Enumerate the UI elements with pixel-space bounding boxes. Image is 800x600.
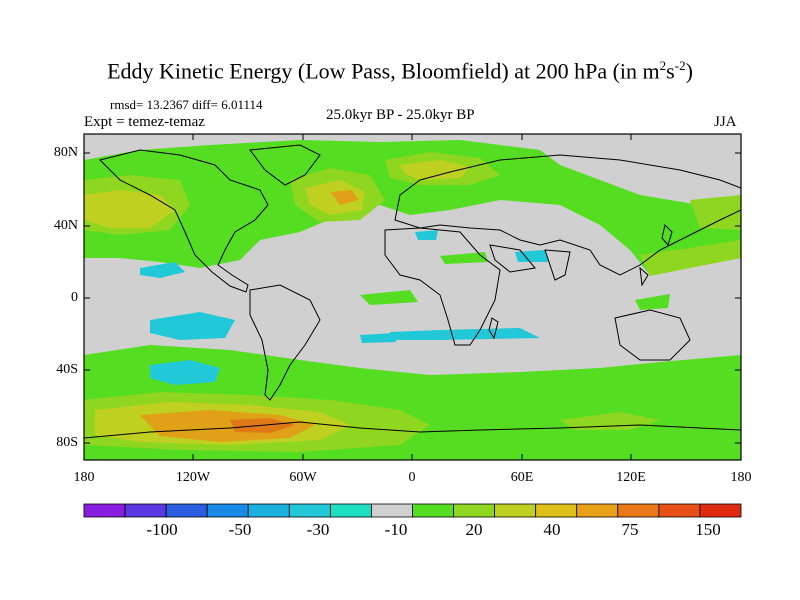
- colorbar-swatch: [617, 503, 660, 518]
- lon-label-180e: 180: [730, 470, 752, 485]
- field-orange-atl: [330, 190, 358, 205]
- colorbar-swatch: [699, 503, 742, 518]
- colorbar-swatch: [535, 503, 578, 518]
- colorbar-swatch: [165, 503, 208, 518]
- lon-label-120e: 120E: [616, 470, 646, 485]
- colorbar-swatch: [288, 503, 331, 518]
- experiment-label: Expt = temez-temaz: [84, 114, 205, 130]
- colorbar-label: -30: [306, 520, 330, 539]
- colorbar-label: 20: [465, 520, 483, 539]
- coastlines: [84, 144, 741, 439]
- colorbar-swatch: [247, 503, 290, 518]
- field-green-trop3: [635, 294, 670, 310]
- field-orange-south: [140, 410, 315, 442]
- lat-label-40n: 40N: [53, 218, 78, 233]
- colorbar-label: -50: [228, 520, 252, 539]
- field-yellow-north: [84, 190, 175, 228]
- colorbar-swatch: [412, 503, 454, 518]
- field-cyan-south4: [360, 333, 396, 343]
- season-label: JJA: [714, 114, 737, 130]
- field-green-north: [84, 140, 741, 275]
- colorbar-label: -10: [384, 520, 408, 539]
- lat-label-80s: 80S: [56, 435, 78, 450]
- axis-ticks: [84, 134, 741, 460]
- lat-label-40s: 40S: [56, 362, 78, 377]
- colorbar-swatch: [453, 503, 496, 518]
- lat-label-80n: 80N: [53, 145, 78, 160]
- colorbar-swatch: [658, 503, 701, 518]
- lon-label-0: 0: [408, 470, 416, 485]
- lat-label-0: 0: [71, 290, 78, 305]
- period-label: 25.0kyr BP - 25.0kyr BP: [326, 107, 475, 123]
- field-cyan-south5: [150, 360, 220, 385]
- stats-text: rmsd= 13.2367 diff= 6.01114: [110, 97, 263, 112]
- colorbar-label: 75: [621, 520, 639, 539]
- colorbar-swatch: [124, 503, 167, 518]
- field-cyan-2: [415, 230, 438, 240]
- colorbar-swatch: [329, 503, 372, 518]
- colorbar-swatch: [206, 503, 249, 518]
- colorbar-label: 40: [543, 520, 561, 539]
- colorbar-label: -100: [146, 520, 178, 539]
- colorbar: [83, 503, 742, 518]
- field-green-trop2: [360, 290, 418, 305]
- colorbar-swatch: [83, 503, 126, 518]
- chart-title: Eddy Kinetic Energy (Low Pass, Bloomfiel…: [107, 58, 693, 84]
- colorbar-swatch: [371, 503, 413, 518]
- colorbar-swatch: [576, 503, 619, 518]
- field-cyan-1: [140, 262, 185, 278]
- field-yellow-eur: [400, 160, 470, 180]
- field-green-trop1: [440, 252, 488, 264]
- field-cyan-3: [515, 250, 548, 262]
- map-field: [84, 134, 741, 460]
- field-cyan-south3: [390, 328, 540, 340]
- lon-label-180w: 180: [73, 470, 95, 485]
- lon-label-60e: 60E: [510, 470, 534, 485]
- colorbar-swatch: [494, 503, 537, 518]
- lon-label-60w: 60W: [289, 470, 317, 485]
- colorbar-label: 150: [695, 520, 721, 539]
- lon-label-120w: 120W: [175, 470, 211, 485]
- field-lightgreen-pac: [690, 195, 741, 230]
- field-cyan-south1: [150, 312, 235, 340]
- field-lightgreen-asia: [640, 240, 741, 276]
